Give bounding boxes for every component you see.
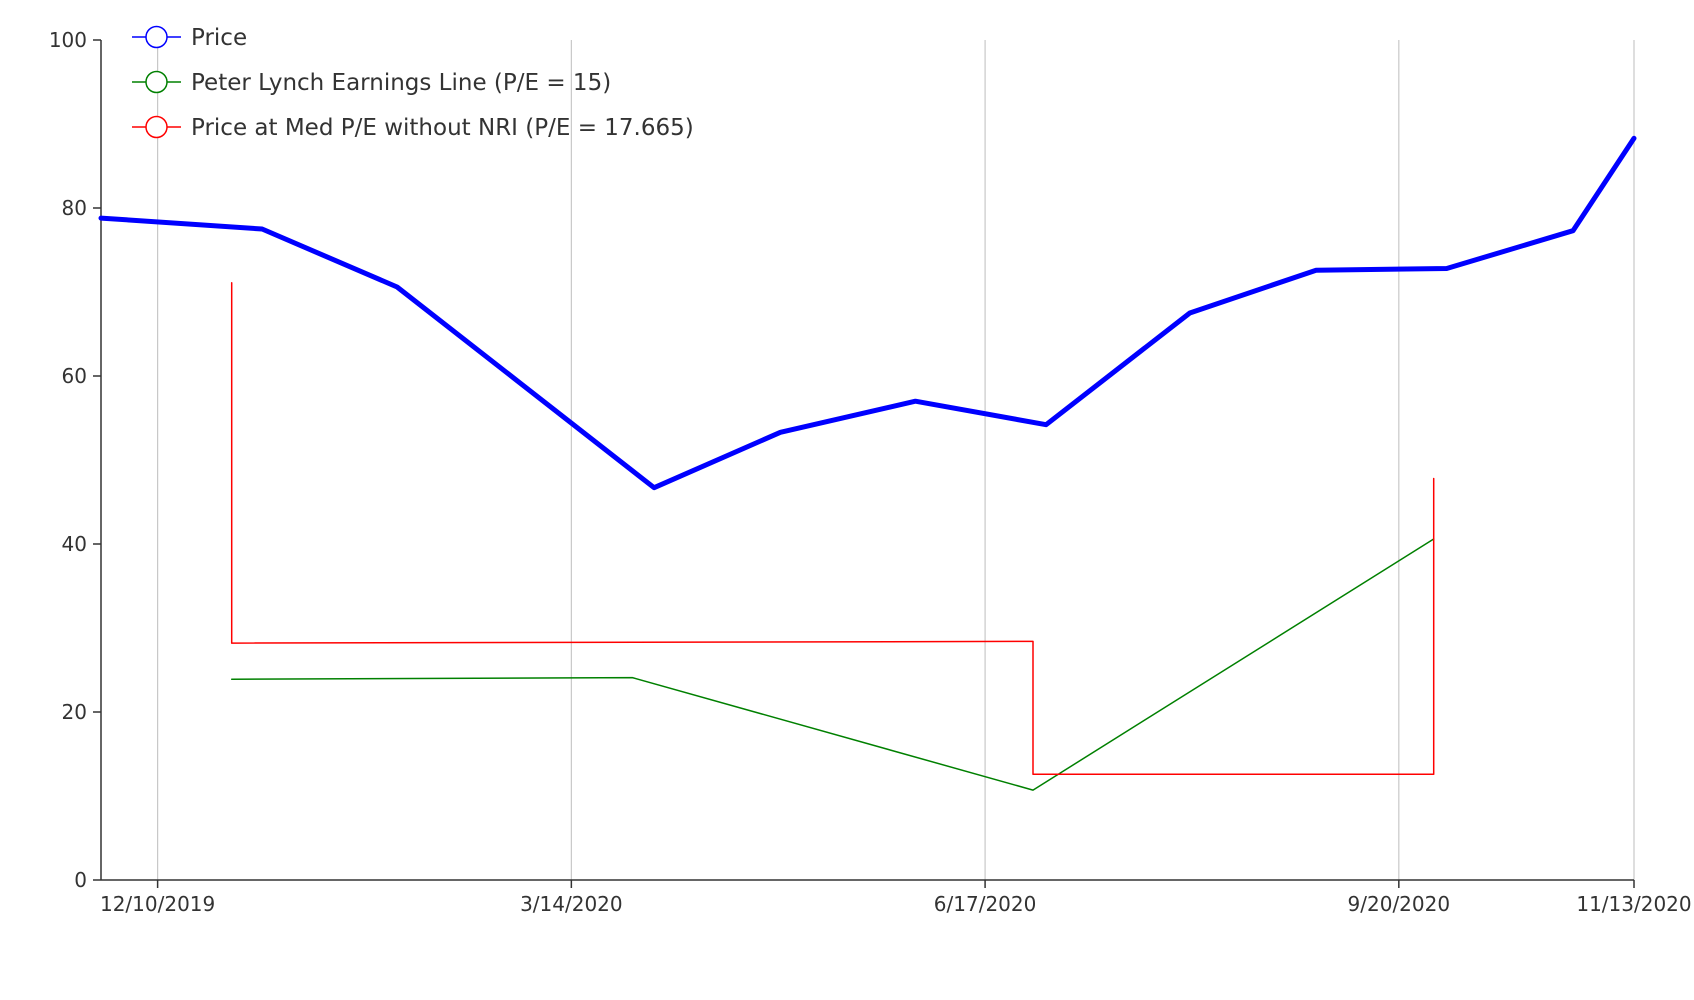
legend-item[interactable]: Peter Lynch Earnings Line (P/E = 15) xyxy=(132,70,611,96)
y-tick-label: 40 xyxy=(62,532,87,556)
x-tick-label: 3/14/2020 xyxy=(520,892,623,916)
y-tick-label: 0 xyxy=(74,868,87,892)
series-line-price-at-med-p-e-without-nri-p-e-17-665 xyxy=(230,282,1435,775)
x-tick-label: 12/10/2019 xyxy=(100,892,215,916)
y-tick-label: 80 xyxy=(62,196,87,220)
series-line-price xyxy=(98,135,1637,491)
legend-circle-icon xyxy=(145,115,168,139)
legend-circle-icon xyxy=(145,25,168,49)
series-lines xyxy=(98,135,1637,791)
x-tick-label: 9/20/2020 xyxy=(1348,892,1451,916)
y-tick-label: 20 xyxy=(62,700,87,724)
axes xyxy=(100,40,1634,881)
legend: Price Peter Lynch Earnings Line (P/E = 15… xyxy=(132,25,694,141)
x-tick-label: 11/13/2020 xyxy=(1576,892,1691,916)
legend-circle-icon xyxy=(145,70,168,94)
y-tick-label: 60 xyxy=(62,364,87,388)
legend-label: Price xyxy=(191,25,247,51)
tick-labels: 12/10/2019 3/14/2020 6/17/2020 9/20/2020 11/… xyxy=(49,28,1692,916)
x-tick-label: 6/17/2020 xyxy=(934,892,1037,916)
legend-item[interactable]: Price xyxy=(132,25,247,51)
legend-item[interactable]: Price at Med P/E without NRI (P/E = 17.6… xyxy=(132,115,694,141)
legend-label: Price at Med P/E without NRI (P/E = 17.6… xyxy=(191,115,694,141)
grid-lines xyxy=(157,40,1635,880)
series-line-peter-lynch-earnings-line-p-e-15 xyxy=(230,538,1435,791)
legend-label: Peter Lynch Earnings Line (P/E = 15) xyxy=(191,70,611,96)
y-tick-label: 100 xyxy=(49,28,87,52)
